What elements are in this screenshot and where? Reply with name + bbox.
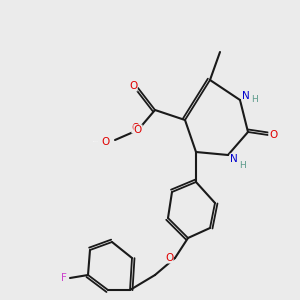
Text: methoxy: methoxy: [93, 141, 99, 142]
Text: methyl: methyl: [224, 49, 229, 50]
Text: O: O: [129, 81, 137, 91]
Text: O: O: [165, 253, 173, 263]
Text: O: O: [134, 125, 142, 135]
Text: H: H: [250, 95, 257, 104]
Text: N: N: [242, 91, 250, 101]
Text: methyl: methyl: [113, 137, 118, 138]
Text: methyl: methyl: [110, 137, 115, 138]
Text: O: O: [132, 123, 140, 133]
Text: O: O: [269, 130, 277, 140]
Text: N: N: [230, 154, 238, 164]
Text: O: O: [101, 137, 109, 147]
Text: H: H: [238, 160, 245, 169]
Text: F: F: [61, 273, 67, 283]
